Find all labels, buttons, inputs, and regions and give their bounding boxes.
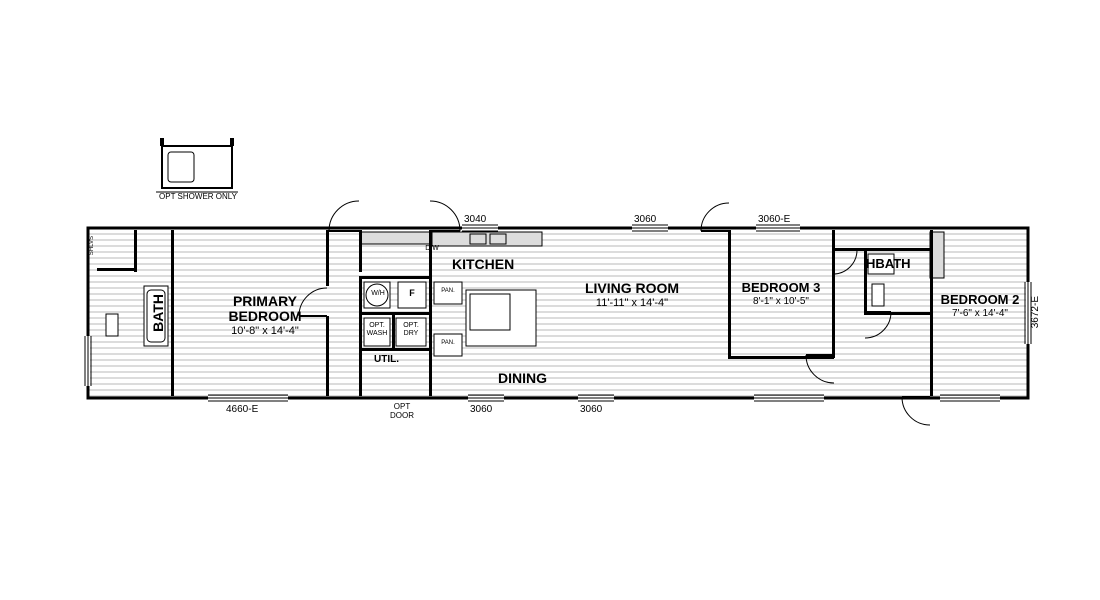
primary-bedroom-label1: PRIMARY [200, 294, 330, 309]
kitchen-label: KITCHEN [452, 256, 514, 272]
ext-bot-4660e: 4660-E [226, 404, 258, 415]
opt-door-block: OPT DOOR [380, 402, 424, 420]
opt-wash-l2: WASH [364, 330, 390, 338]
bedroom3-block: BEDROOM 3 8'-1" x 10'-5" [732, 280, 830, 307]
bedroom2-label: BEDROOM 2 [934, 292, 1026, 307]
opt-door-l2: DOOR [380, 411, 424, 420]
wh-label: W/H [366, 290, 390, 297]
opt-dry-l1: OPT. [396, 322, 426, 330]
pan2-label: PAN. [436, 340, 460, 346]
living-room-dim: 11'-11" x 14'-4" [562, 297, 702, 309]
living-room-label: LIVING ROOM [562, 280, 702, 296]
ext-top-3040: 3040 [464, 214, 486, 225]
ext-bot-3060a: 3060 [470, 404, 492, 415]
ext-right-3672e: 3672-E [1030, 296, 1041, 328]
ext-top-3060a: 3060 [634, 214, 656, 225]
primary-bedroom-dim: 10'-8" x 14'-4" [200, 325, 330, 337]
shlvs-label: SHLVS [89, 236, 95, 255]
opt-door-l1: OPT [380, 402, 424, 411]
hbath-label: HBATH [866, 256, 911, 271]
ext-bot-3060b: 3060 [580, 404, 602, 415]
util-label: UTIL. [374, 354, 399, 365]
dw-label: D/W [422, 245, 442, 252]
bedroom3-label: BEDROOM 3 [732, 280, 830, 295]
bedroom2-dim: 7'-6" x 14'-4" [934, 308, 1026, 319]
ext-top-3060e: 3060-E [758, 214, 790, 225]
bedroom2-block: BEDROOM 2 7'-6" x 14'-4" [934, 292, 1026, 319]
opt-dry-l2: DRY [396, 330, 426, 338]
dining-label: DINING [498, 370, 547, 386]
f-label: F [404, 288, 420, 298]
opt-shower-label: OPT SHOWER ONLY [156, 192, 240, 201]
floorplan-stage: OPT SHOWER ONLY BATH PRIMARY BEDROOM 10'… [0, 0, 1100, 600]
bath-label: BATH [150, 294, 166, 332]
bedroom3-dim: 8'-1" x 10'-5" [732, 296, 830, 307]
opt-wash-block: OPT. WASH [364, 322, 390, 338]
opt-dry-block: OPT. DRY [396, 322, 426, 338]
pan1-label: PAN. [436, 288, 460, 294]
primary-bedroom-block: PRIMARY BEDROOM 10'-8" x 14'-4" [200, 294, 330, 337]
living-room-block: LIVING ROOM 11'-11" x 14'-4" [562, 280, 702, 309]
primary-bedroom-label2: BEDROOM [200, 309, 330, 324]
opt-wash-l1: OPT. [364, 322, 390, 330]
